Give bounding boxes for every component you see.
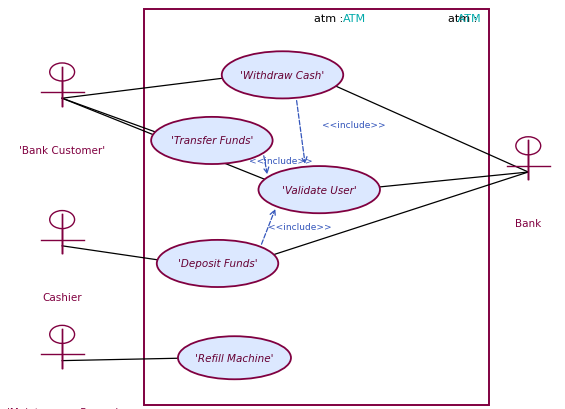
Ellipse shape xyxy=(221,52,344,99)
Text: 'Validate User': 'Validate User' xyxy=(282,185,357,195)
Text: <<include>>: <<include>> xyxy=(322,120,386,129)
Text: <<include>>: <<include>> xyxy=(249,156,312,165)
Ellipse shape xyxy=(178,336,291,380)
Text: 'Maintenance Person': 'Maintenance Person' xyxy=(7,407,118,409)
Ellipse shape xyxy=(157,240,279,287)
Ellipse shape xyxy=(258,167,380,213)
Text: ATM: ATM xyxy=(433,14,480,24)
Text: <<include>>: <<include>> xyxy=(268,222,332,231)
Text: 'Refill Machine': 'Refill Machine' xyxy=(195,353,273,363)
Text: 'Bank Customer': 'Bank Customer' xyxy=(19,145,105,155)
Text: Cashier: Cashier xyxy=(42,292,82,302)
Text: atm :: atm : xyxy=(447,14,480,24)
Text: ATM: ATM xyxy=(343,14,366,24)
Text: Bank: Bank xyxy=(515,219,541,229)
Text: 'Deposit Funds': 'Deposit Funds' xyxy=(178,259,257,269)
Text: 'Withdraw Cash': 'Withdraw Cash' xyxy=(240,71,325,81)
FancyBboxPatch shape xyxy=(144,10,489,405)
Text: 'Transfer Funds': 'Transfer Funds' xyxy=(171,136,253,146)
Ellipse shape xyxy=(151,117,273,164)
Text: atm :: atm : xyxy=(314,14,346,24)
